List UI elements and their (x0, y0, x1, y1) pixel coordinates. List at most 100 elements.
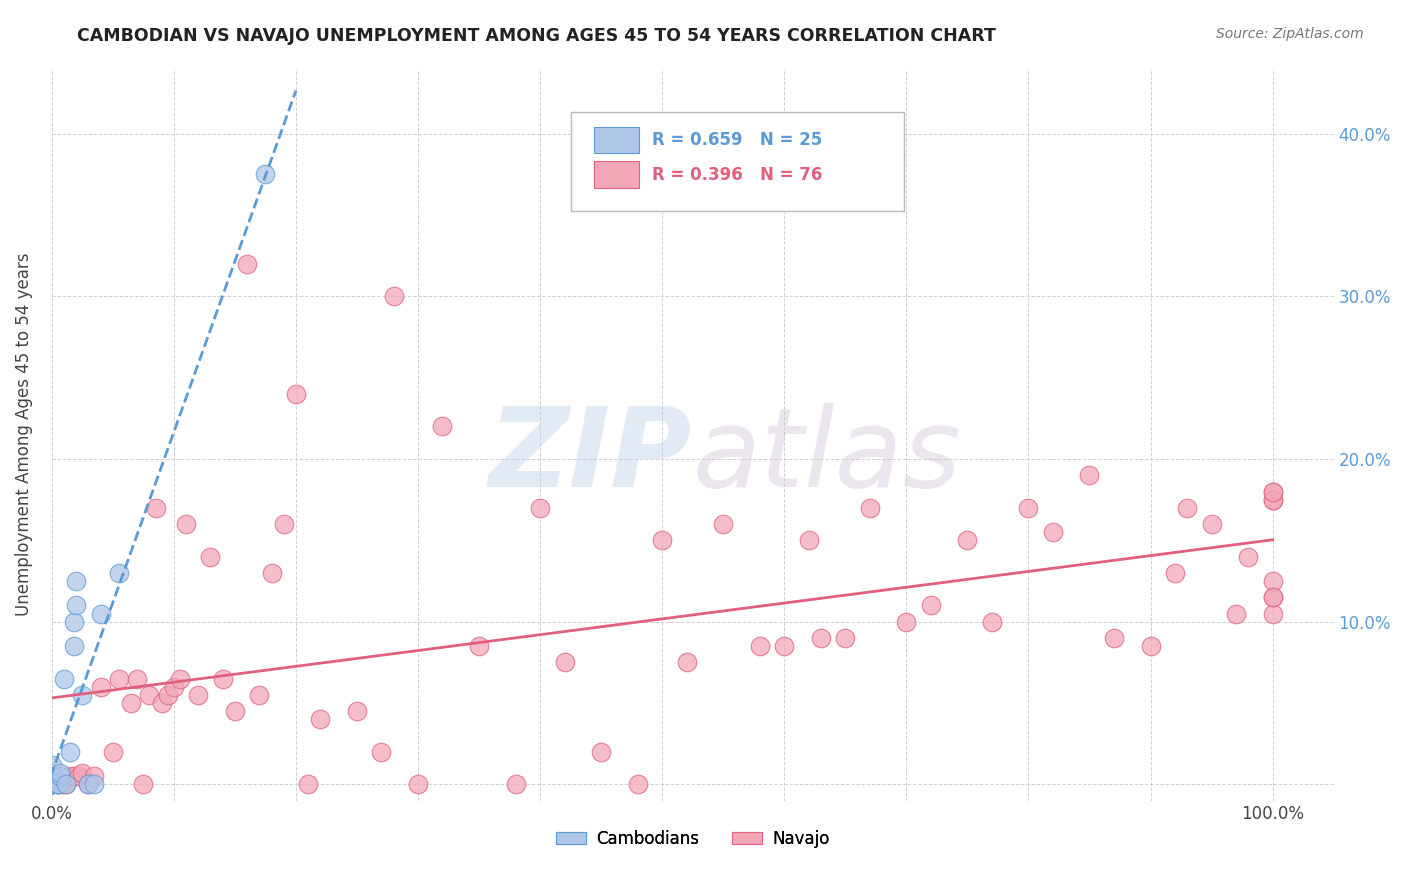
Text: CAMBODIAN VS NAVAJO UNEMPLOYMENT AMONG AGES 45 TO 54 YEARS CORRELATION CHART: CAMBODIAN VS NAVAJO UNEMPLOYMENT AMONG A… (77, 27, 997, 45)
Text: atlas: atlas (693, 403, 962, 510)
Point (55, 777, 77, 791)
Point (773, 639, 796, 653)
Point (297, 777, 319, 791)
Point (309, 712, 332, 726)
Point (273, 516, 295, 531)
Point (920, 599, 942, 613)
Point (1261, 492, 1284, 507)
Point (41, 766, 63, 780)
Point (505, 777, 527, 791)
Point (1261, 591, 1284, 605)
Point (1175, 500, 1198, 515)
Point (896, 615, 918, 629)
FancyBboxPatch shape (593, 127, 638, 153)
Point (810, 631, 832, 645)
Point (1237, 549, 1260, 564)
Point (1261, 484, 1284, 499)
Point (247, 688, 270, 702)
Point (591, 745, 613, 759)
Point (67, 769, 90, 783)
Point (41, 777, 63, 791)
Point (41, 757, 63, 772)
Point (1261, 492, 1284, 507)
Point (46, 777, 69, 791)
Y-axis label: Unemployment Among Ages 45 to 54 years: Unemployment Among Ages 45 to 54 years (15, 252, 32, 616)
Point (1225, 607, 1247, 621)
Point (834, 631, 856, 645)
Point (150, 696, 173, 710)
Point (59, 769, 82, 783)
Point (145, 500, 167, 515)
Text: R = 0.659   N = 25: R = 0.659 N = 25 (651, 131, 823, 149)
Point (468, 639, 491, 653)
Point (156, 688, 179, 702)
Point (65, 574, 87, 588)
Point (77, 777, 100, 791)
Point (200, 549, 222, 564)
Point (1017, 500, 1039, 515)
Point (174, 516, 197, 531)
Point (627, 777, 650, 791)
Point (41, 772, 63, 787)
Point (46, 777, 69, 791)
Text: R = 0.396   N = 76: R = 0.396 N = 76 (651, 166, 823, 184)
Point (797, 533, 820, 548)
Point (1261, 591, 1284, 605)
Point (1261, 574, 1284, 588)
Point (127, 672, 149, 686)
Point (211, 672, 233, 686)
Point (553, 656, 575, 670)
Text: ZIP: ZIP (489, 403, 693, 510)
Point (169, 672, 191, 686)
Point (260, 566, 283, 580)
Point (41, 777, 63, 791)
Point (370, 745, 392, 759)
Text: Source: ZipAtlas.com: Source: ZipAtlas.com (1216, 27, 1364, 41)
Point (49, 766, 72, 780)
Point (49, 769, 72, 783)
Point (284, 387, 307, 401)
Point (675, 656, 697, 670)
Point (132, 777, 155, 791)
Point (1261, 484, 1284, 499)
Point (956, 533, 979, 548)
Point (108, 566, 131, 580)
Point (1042, 525, 1064, 540)
Point (346, 704, 368, 718)
Point (83, 769, 105, 783)
FancyBboxPatch shape (571, 112, 904, 211)
Point (52, 672, 75, 686)
Point (163, 680, 186, 694)
Point (77, 777, 100, 791)
Point (1164, 566, 1187, 580)
Point (382, 289, 405, 303)
Point (41, 769, 63, 783)
FancyBboxPatch shape (593, 161, 638, 188)
Point (138, 688, 160, 702)
Point (711, 516, 734, 531)
Point (90, 680, 112, 694)
Point (51, 777, 73, 791)
Point (59, 745, 82, 759)
Point (1139, 639, 1161, 653)
Point (432, 419, 454, 434)
Point (108, 672, 131, 686)
Legend: Cambodians, Navajo: Cambodians, Navajo (550, 823, 837, 855)
Point (46, 777, 69, 791)
Point (1102, 631, 1125, 645)
Point (1201, 516, 1223, 531)
Point (41, 777, 63, 791)
Point (62, 615, 84, 629)
Point (529, 500, 551, 515)
Point (187, 688, 209, 702)
Point (1078, 468, 1101, 483)
Point (90, 607, 112, 621)
Point (55, 777, 77, 791)
Point (83, 777, 105, 791)
Point (748, 639, 770, 653)
Point (62, 769, 84, 783)
Point (120, 696, 142, 710)
Point (101, 745, 124, 759)
Point (651, 533, 673, 548)
Point (41, 774, 63, 789)
